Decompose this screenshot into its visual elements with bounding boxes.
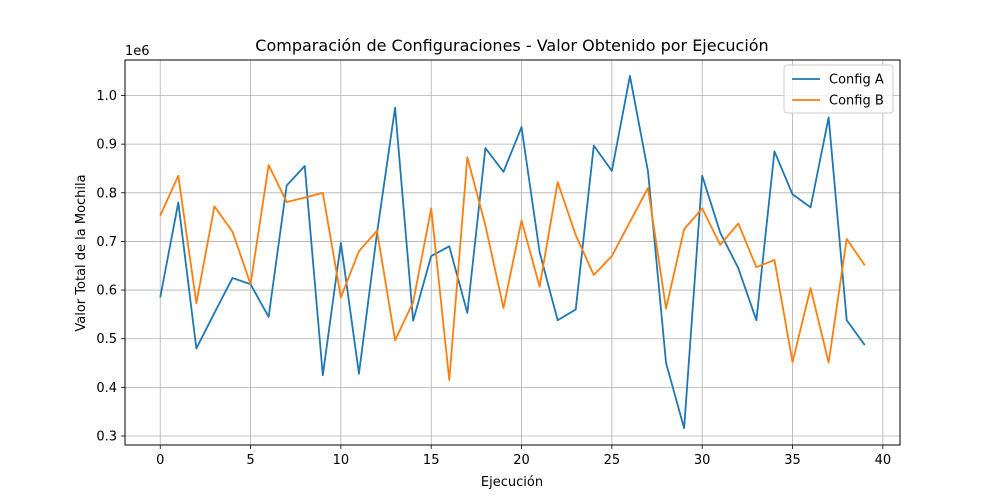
x-tick-label: 30	[694, 453, 711, 468]
legend: Config A Config B	[784, 65, 893, 113]
y-tick-label: 0.8	[96, 186, 117, 201]
x-tick-label: 10	[333, 453, 350, 468]
chart-title: Comparación de Configuraciones - Valor O…	[255, 36, 768, 55]
x-tick-label: 40	[875, 453, 892, 468]
x-tick-label: 5	[246, 453, 254, 468]
y-tick-label: 1.0	[96, 89, 117, 104]
x-tick-label: 15	[423, 453, 440, 468]
x-tick-label: 35	[784, 453, 801, 468]
y-axis-label: Valor Total de la Mochila	[74, 174, 89, 331]
y-tick-label: 0.6	[96, 284, 117, 299]
x-axis-label: Ejecución	[481, 475, 543, 490]
y-tick-label: 0.3	[96, 430, 117, 445]
y-offset-label: 1e6	[125, 44, 150, 59]
x-tick-label: 25	[604, 453, 621, 468]
x-tick-label: 20	[513, 453, 530, 468]
y-tick-label: 0.4	[96, 381, 117, 396]
y-tick-label: 0.5	[96, 332, 117, 347]
y-tick-label: 0.7	[96, 235, 117, 250]
y-tick-label: 0.9	[96, 138, 117, 153]
legend-label: Config A	[829, 73, 884, 88]
legend-label: Config B	[829, 94, 884, 109]
x-tick-label: 0	[156, 453, 164, 468]
